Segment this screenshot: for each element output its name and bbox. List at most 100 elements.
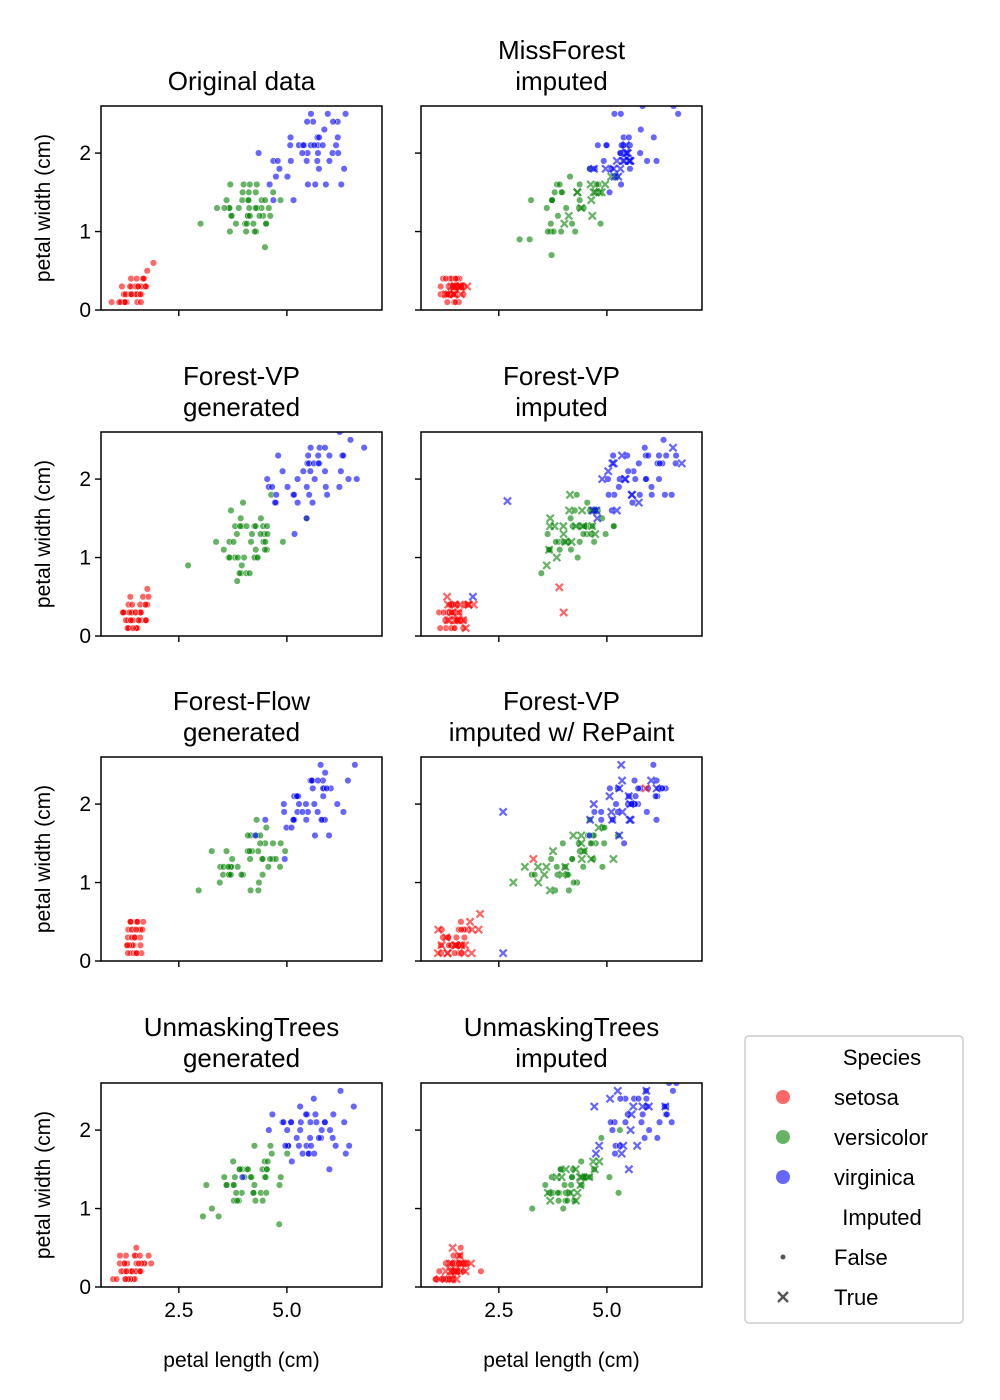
point-virginica [332, 141, 340, 149]
point-virginica [303, 157, 311, 165]
point-versicolor [261, 243, 269, 251]
point-setosa [128, 601, 136, 609]
point-versicolor [224, 863, 232, 871]
point-virginica [296, 1102, 304, 1111]
point-versicolor-imputed [558, 521, 568, 531]
point-versicolor [527, 196, 535, 204]
point-virginica [306, 1118, 314, 1126]
point-setosa [127, 616, 135, 624]
point-versicolor [583, 499, 591, 507]
point-virginica-imputed [592, 513, 602, 523]
point-virginica [298, 808, 307, 816]
panel-4: Forest-VP imputed [415, 361, 703, 642]
point-versicolor [557, 1165, 565, 1173]
legend-marker-false [780, 1254, 786, 1260]
point-virginica [271, 499, 279, 507]
point-versicolor [253, 816, 261, 824]
point-versicolor-imputed [564, 506, 574, 515]
legend-species-title: Species [843, 1045, 921, 1070]
point-virginica [605, 491, 613, 499]
legend-label-virginica: virginica [834, 1165, 915, 1190]
point-virginica [281, 855, 289, 863]
point-setosa [437, 282, 445, 291]
point-virginica [269, 196, 277, 204]
point-virginica [632, 792, 640, 800]
point-versicolor [245, 188, 253, 196]
point-setosa-imputed [456, 289, 466, 299]
point-versicolor [571, 506, 579, 515]
point-virginica [628, 499, 636, 507]
point-setosa-imputed [461, 623, 471, 633]
point-versicolor [544, 227, 552, 236]
point-setosa [131, 933, 139, 942]
point-virginica-imputed [613, 172, 623, 181]
point-versicolor [587, 839, 595, 847]
point-setosa-imputed [451, 940, 461, 950]
point-versicolor-imputed [548, 846, 558, 856]
points [108, 110, 350, 306]
point-virginica [643, 157, 651, 165]
point-setosa [445, 941, 453, 949]
points [433, 760, 670, 958]
point-setosa [147, 1259, 155, 1268]
plot-frame [420, 756, 703, 962]
point-setosa [143, 585, 151, 593]
point-setosa [119, 608, 127, 617]
point-versicolor [262, 1173, 270, 1181]
point-versicolor [262, 220, 270, 228]
point-setosa [145, 1252, 153, 1260]
point-versicolor [242, 227, 250, 236]
point-virginica [597, 808, 605, 816]
point-virginica [656, 459, 664, 467]
points [123, 761, 359, 957]
point-virginica-imputed [591, 506, 601, 515]
point-versicolor [228, 855, 236, 863]
point-virginica [630, 776, 639, 785]
point-versicolor [246, 212, 254, 220]
point-virginica-imputed [605, 1094, 615, 1104]
point-versicolor [571, 227, 579, 236]
point-versicolor [215, 1212, 223, 1220]
point-versicolor-imputed [609, 854, 618, 864]
legend-label-versicolor: versicolor [834, 1125, 928, 1150]
point-versicolor [228, 212, 236, 220]
point-versicolor [263, 530, 271, 538]
point-virginica [668, 1118, 676, 1126]
point-virginica [600, 157, 608, 165]
point-virginica-imputed [642, 1086, 651, 1096]
x-tick-label: 2.5 [164, 1299, 193, 1322]
point-versicolor-imputed [578, 521, 588, 531]
point-virginica-imputed [597, 474, 607, 484]
point-versicolor [199, 1212, 207, 1220]
point-setosa [128, 1267, 136, 1275]
point-versicolor-imputed [565, 490, 575, 500]
point-setosa [132, 1244, 140, 1252]
point-versicolor [558, 188, 566, 196]
point-virginica [289, 196, 298, 204]
point-versicolor [244, 196, 252, 204]
point-virginica [307, 444, 315, 452]
point-versicolor [537, 569, 545, 577]
plot-frame [100, 756, 383, 962]
point-setosa [460, 933, 468, 942]
point-virginica [351, 761, 359, 769]
point-versicolor-imputed [584, 1172, 594, 1182]
point-versicolor [238, 196, 246, 204]
point-versicolor-imputed [541, 862, 551, 872]
point-setosa [121, 1259, 129, 1268]
point-setosa-imputed [466, 1259, 476, 1268]
point-setosa [452, 933, 460, 942]
point-virginica [639, 1110, 647, 1118]
point-versicolor [247, 886, 255, 894]
point-virginica [353, 475, 361, 483]
point-virginica-imputed [617, 1149, 627, 1158]
point-virginica [652, 157, 661, 165]
point-versicolor [251, 227, 259, 236]
point-virginica [337, 467, 345, 475]
point-virginica [272, 173, 280, 181]
point-virginica [620, 839, 628, 847]
plot-frame [100, 431, 383, 637]
point-virginica [302, 1110, 310, 1118]
point-versicolor [216, 878, 224, 887]
point-virginica [295, 1142, 303, 1150]
